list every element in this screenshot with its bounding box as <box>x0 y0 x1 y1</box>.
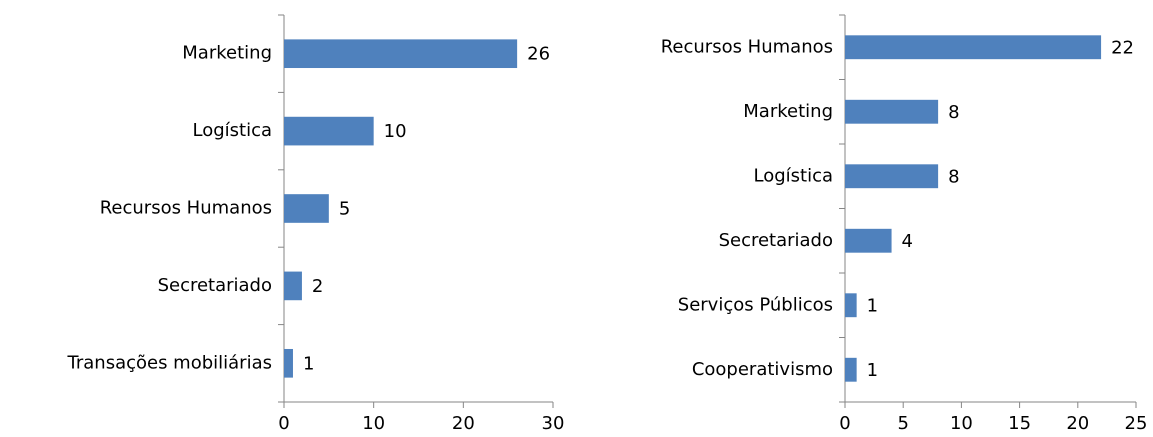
data-label: 10 <box>384 121 407 142</box>
x-tick-label: 15 <box>1008 413 1031 434</box>
x-tick-label: 30 <box>542 413 565 434</box>
y-tick-label: Transações mobiliárias <box>67 352 273 373</box>
y-tick-label: Logística <box>753 165 833 186</box>
bar <box>845 293 857 318</box>
x-tick-label: 5 <box>897 413 908 434</box>
bar <box>284 348 293 378</box>
bar <box>284 39 518 69</box>
data-label: 8 <box>948 166 959 187</box>
data-label: 5 <box>339 199 350 220</box>
data-label: 22 <box>1111 37 1134 58</box>
data-label: 8 <box>948 102 959 123</box>
bar <box>845 164 939 189</box>
data-label: 1 <box>303 353 314 374</box>
bar <box>845 228 892 253</box>
y-tick-label: Recursos Humanos <box>661 36 833 57</box>
y-tick-label: Cooperativismo <box>692 359 833 380</box>
x-tick-label: 25 <box>1125 413 1148 434</box>
x-tick-label: 20 <box>1066 413 1089 434</box>
x-tick-label: 20 <box>452 413 475 434</box>
bar <box>284 271 302 301</box>
data-label: 1 <box>867 360 878 381</box>
data-label: 4 <box>902 231 913 252</box>
bar <box>284 116 374 146</box>
y-tick-label: Serviços Públicos <box>678 294 833 315</box>
y-tick-label: Logística <box>192 120 272 141</box>
y-tick-label: Secretariado <box>158 275 272 296</box>
y-tick-label: Recursos Humanos <box>100 198 272 219</box>
y-tick-label: Secretariado <box>719 230 833 251</box>
data-label: 2 <box>312 276 323 297</box>
bar <box>845 35 1102 60</box>
x-tick-label: 10 <box>950 413 973 434</box>
bar <box>845 99 939 124</box>
y-tick-label: Marketing <box>182 43 272 64</box>
x-tick-label: 0 <box>839 413 850 434</box>
y-tick-label: Marketing <box>743 101 833 122</box>
bar <box>284 194 329 223</box>
data-label: 26 <box>527 44 550 65</box>
bar <box>845 357 857 382</box>
data-label: 1 <box>867 295 878 316</box>
x-tick-label: 10 <box>362 413 385 434</box>
x-tick-label: 0 <box>278 413 289 434</box>
